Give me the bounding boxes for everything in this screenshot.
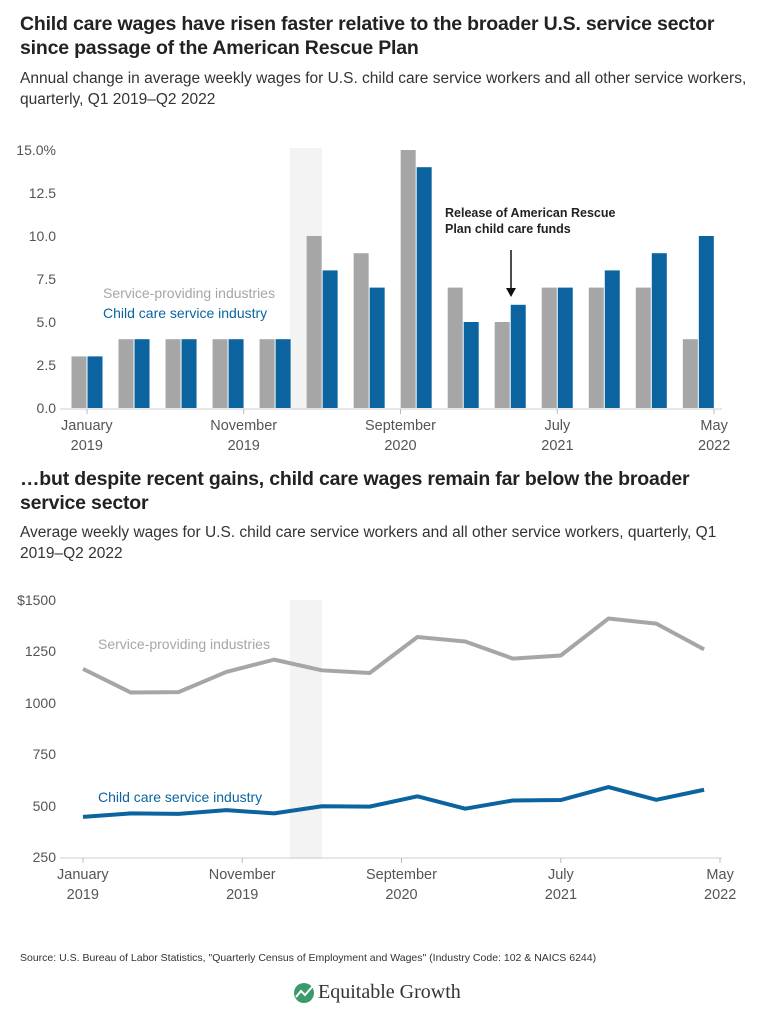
y-tick-label: 500 bbox=[32, 797, 56, 814]
x-tick-label: November 2019 bbox=[210, 418, 278, 454]
y-tick-label: 1250 bbox=[24, 643, 56, 660]
highlight-band bbox=[290, 600, 322, 859]
legend-label: Service-providing industries bbox=[98, 636, 270, 652]
y-tick-label: 250 bbox=[32, 849, 56, 865]
legend-label: Child care service industry bbox=[103, 305, 268, 321]
bar bbox=[604, 270, 620, 408]
bar bbox=[447, 287, 463, 408]
y-tick-label: 5.0 bbox=[36, 314, 56, 330]
bar bbox=[510, 304, 526, 408]
y-tick-label: 10.0 bbox=[28, 228, 56, 244]
bar bbox=[369, 287, 385, 408]
bar bbox=[306, 236, 322, 408]
y-tick-label: 12.5 bbox=[28, 185, 56, 201]
bar bbox=[635, 287, 651, 408]
x-tick-label: January 2019 bbox=[61, 418, 113, 454]
logo-text: Equitable Growth bbox=[318, 981, 461, 1003]
bar bbox=[541, 287, 557, 408]
bar bbox=[416, 167, 432, 408]
bar bbox=[322, 270, 338, 408]
y-tick-label: 1000 bbox=[24, 694, 56, 711]
bar bbox=[275, 339, 291, 408]
bar bbox=[698, 236, 714, 408]
y-tick-label: 0.0 bbox=[36, 400, 56, 416]
source: Source: U.S. Bureau of Labor Statistics,… bbox=[20, 952, 597, 964]
annotation: Release of American Rescue Plan child ca… bbox=[445, 206, 616, 236]
bar bbox=[165, 339, 181, 408]
bar bbox=[212, 339, 228, 408]
bar bbox=[588, 287, 604, 408]
x-tick-label: May 2022 bbox=[704, 867, 737, 903]
bar bbox=[353, 253, 369, 408]
y-tick-label: 750 bbox=[32, 746, 56, 763]
bar bbox=[651, 253, 667, 408]
legend-label: Child care service industry bbox=[98, 789, 263, 805]
bar bbox=[71, 356, 87, 408]
bar bbox=[494, 322, 510, 408]
x-tick-label: July 2021 bbox=[541, 418, 574, 454]
bar bbox=[134, 339, 150, 408]
y-tick-label: 2.5 bbox=[36, 357, 56, 373]
x-tick-label: January 2019 bbox=[57, 867, 109, 903]
bar bbox=[400, 150, 416, 408]
bar bbox=[557, 287, 573, 408]
bar bbox=[259, 339, 275, 408]
x-tick-label: July 2021 bbox=[544, 867, 578, 903]
x-tick-label: September 2020 bbox=[365, 418, 436, 454]
x-tick-label: May 2022 bbox=[698, 418, 731, 454]
bar bbox=[181, 339, 197, 408]
y-tick-label: $1500 bbox=[17, 592, 56, 608]
bar bbox=[118, 339, 134, 408]
bar bbox=[463, 322, 479, 408]
chart-subtitle: Average weekly wages for U.S. child care… bbox=[20, 524, 717, 562]
y-tick-label: 7.5 bbox=[36, 271, 56, 287]
line bbox=[82, 785, 705, 819]
annotation-arrowhead bbox=[506, 288, 516, 297]
chart-title: …but despite recent gains, child care wa… bbox=[20, 468, 690, 514]
chart-title: Child care wages have risen faster relat… bbox=[20, 13, 715, 59]
x-tick-label: September 2020 bbox=[366, 867, 437, 903]
line bbox=[82, 616, 706, 695]
logo-icon bbox=[294, 983, 314, 1003]
bar bbox=[682, 339, 698, 408]
bar bbox=[87, 356, 103, 408]
y-tick-label: 15.0% bbox=[16, 142, 56, 158]
chart-subtitle: Annual change in average weekly wages fo… bbox=[20, 70, 747, 108]
bar bbox=[228, 339, 244, 408]
x-tick-label: November 2019 bbox=[208, 867, 276, 903]
legend-label: Service-providing industries bbox=[103, 285, 275, 301]
